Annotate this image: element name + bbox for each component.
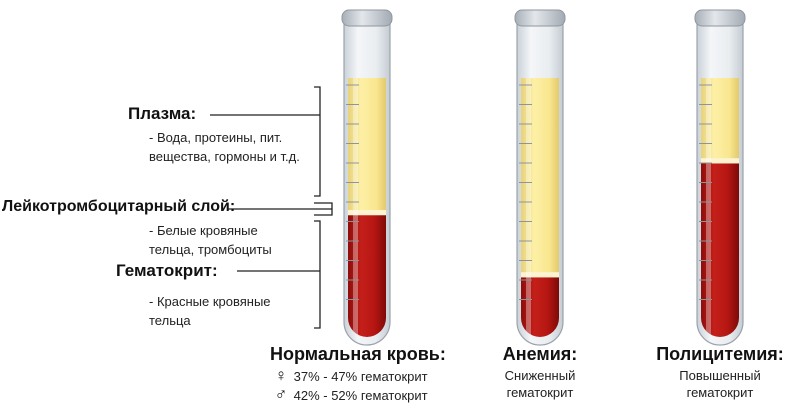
- plasma-desc-line-1: - Вода, протеины, пит.: [149, 130, 283, 145]
- tube-normal-graduations: [346, 84, 359, 300]
- male-hematocrit-label: гематокрит: [360, 388, 428, 403]
- hematocrit-title: Гематокрит:: [116, 261, 218, 280]
- tube-anemia-buffy-layer: [521, 272, 559, 279]
- male-hematocrit-row: ♂ 42% - 52% гематокрит: [272, 385, 428, 405]
- tube-anemia-caption: Анемия:: [502, 344, 578, 364]
- female-hematocrit-row: ♀ 37% - 47% гематокрит: [272, 366, 428, 386]
- buffy-bracket: [228, 202, 333, 216]
- tube-polycythemia-caption: Полицитемия:: [656, 344, 784, 364]
- tube-polycythemia-graduations: [699, 84, 712, 300]
- tube-polycythemia-cap: [694, 9, 746, 27]
- buffy-title: Лейкотромбоцитарный слой:: [2, 198, 236, 215]
- buffy-desc-line-2: тельца, тромбоциты: [149, 242, 272, 257]
- female-hematocrit-value: 37% - 47%: [293, 369, 358, 384]
- tube-polycythemia-blood-layer: [701, 163, 739, 337]
- hematocrit-bracket: [237, 220, 321, 329]
- tube-polycythemia-plasma-layer: [701, 78, 739, 159]
- tube-anemia-sub-line-2: гематокрит: [506, 385, 574, 400]
- male-symbol-icon: ♂: [274, 385, 288, 404]
- tube-polycythemia-sub-line-1: Повышенный: [679, 368, 761, 383]
- male-hematocrit-value: 42% - 52%: [293, 388, 358, 403]
- tube-normal-cap: [341, 9, 393, 27]
- tube-normal-blood-layer: [348, 215, 386, 337]
- buffy-desc-line-1: - Белые кровяные: [149, 223, 258, 238]
- tube-anemia-cap: [514, 9, 566, 27]
- hematocrit-desc-line-2: тельца: [149, 313, 191, 328]
- tube-polycythemia: [694, 9, 746, 346]
- tube-anemia: [514, 9, 566, 346]
- female-hematocrit-label: гематокрит: [360, 369, 428, 384]
- tube-normal-buffy-layer: [348, 210, 386, 217]
- plasma-desc-line-2: вещества, гормоны и т.д.: [149, 149, 300, 164]
- plasma-title: Плазма:: [128, 104, 197, 123]
- tube-anemia-graduations: [519, 84, 532, 300]
- tube-anemia-sub-line-1: Сниженный: [504, 368, 576, 383]
- tube-anemia-plasma-layer: [521, 78, 559, 273]
- tube-polycythemia-sub-line-2: гематокрит: [686, 385, 754, 400]
- tube-normal-plasma-layer: [348, 78, 386, 211]
- female-symbol-icon: ♀: [274, 366, 288, 385]
- hematocrit-desc-line-1: - Красные кровяные: [149, 294, 271, 309]
- plasma-bracket: [210, 86, 321, 197]
- tube-anemia-blood-layer: [521, 277, 559, 337]
- tube-polycythemia-buffy-layer: [701, 158, 739, 165]
- tube-normal-caption: Нормальная кровь:: [270, 344, 446, 364]
- tube-normal: [341, 9, 393, 346]
